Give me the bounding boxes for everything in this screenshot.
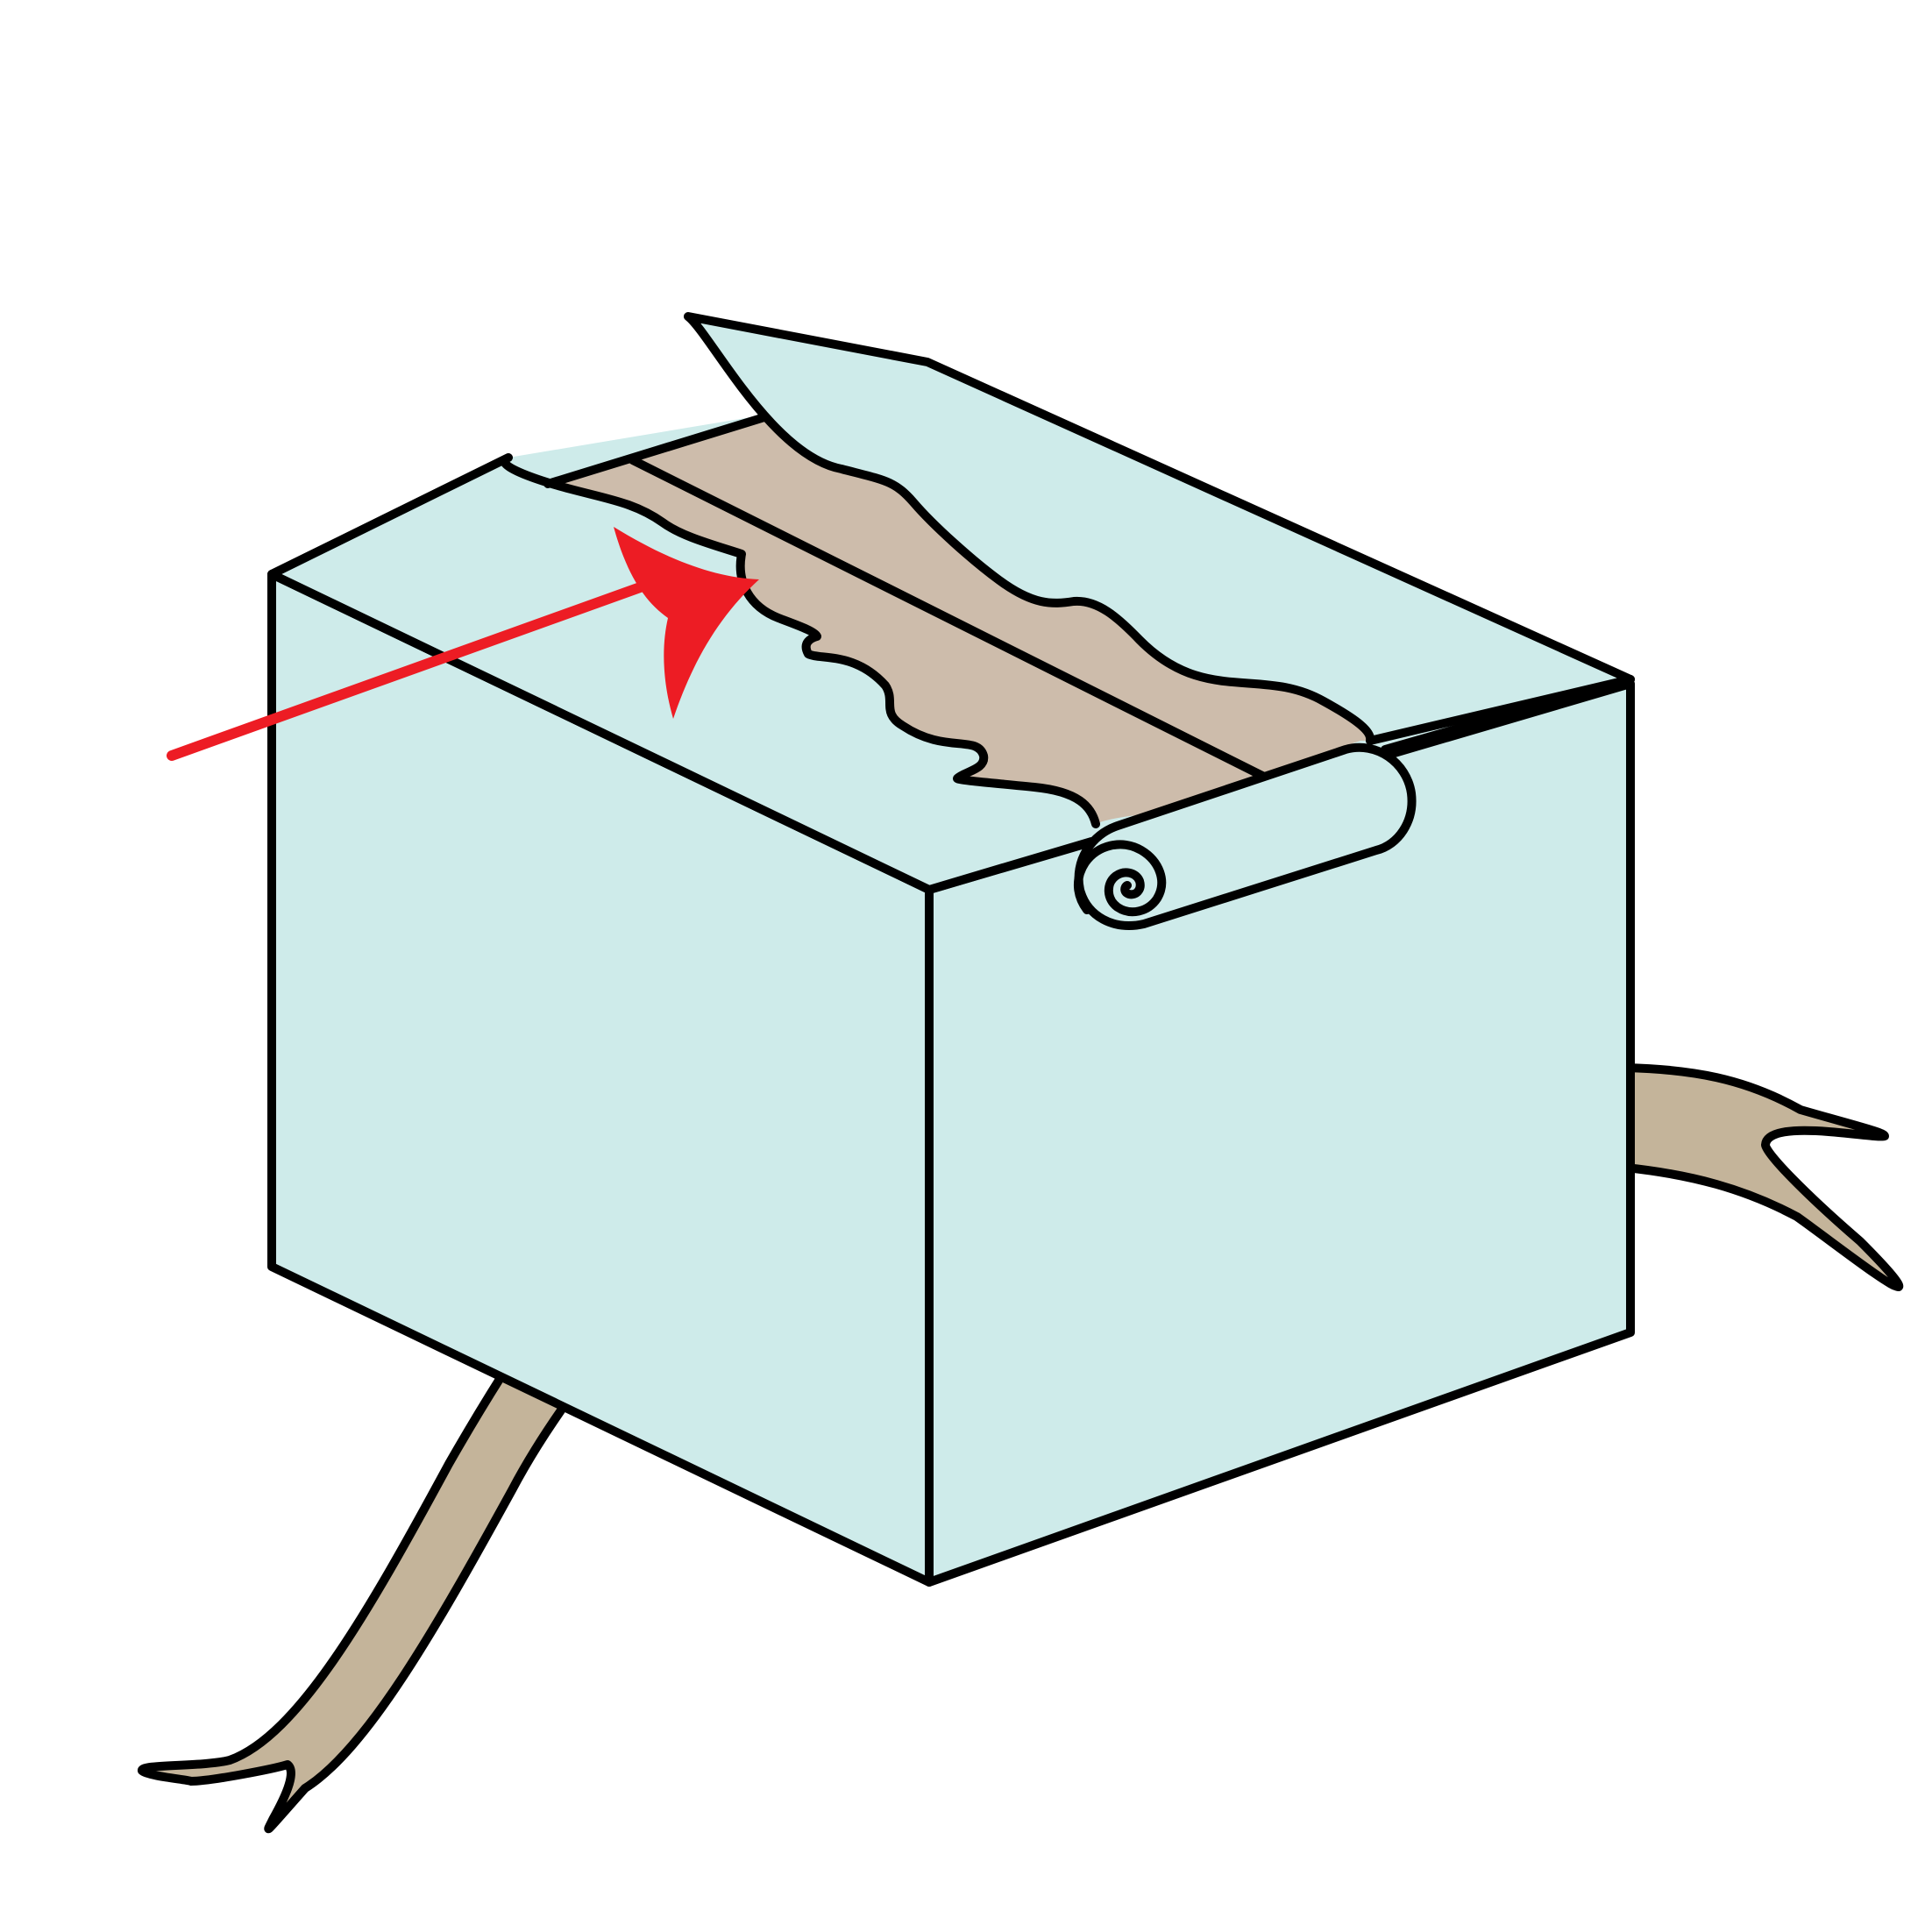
curved-arrow-icon: [614, 527, 759, 719]
arrow-shaft: [167, 577, 660, 761]
wrapping-paper-left-edge: [501, 458, 1100, 828]
ribbon-tail-right: [1622, 1063, 1904, 1291]
box-lid-flap: [684, 312, 1635, 745]
paper-fold-line: [629, 456, 1275, 785]
box-top-edges: [267, 453, 1096, 894]
ribbon-tail-left: [137, 1372, 576, 1834]
box-top-left-edge-upper: [543, 409, 780, 488]
paper-roll-icon: [1074, 840, 1167, 917]
